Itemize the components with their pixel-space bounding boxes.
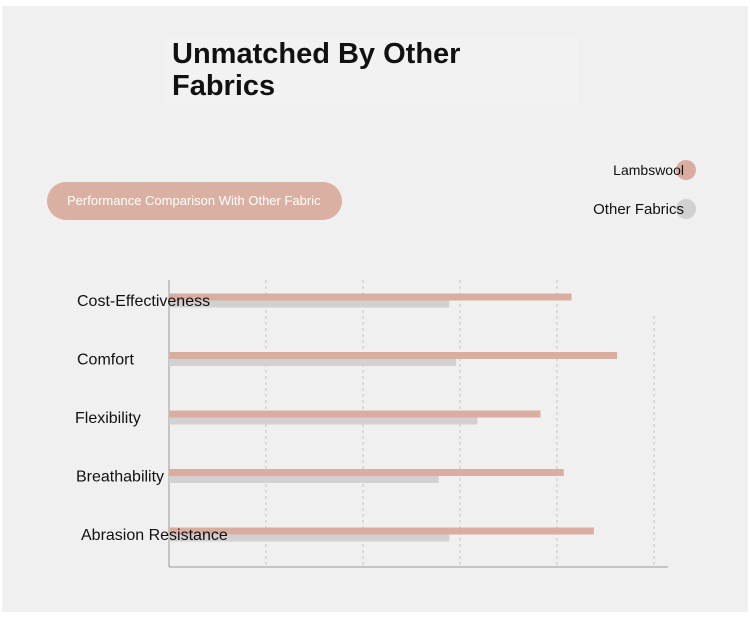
title-backdrop bbox=[164, 38, 578, 104]
bar-other-fabrics bbox=[169, 359, 457, 366]
bar-other-fabrics bbox=[169, 476, 439, 483]
bar-lambswool bbox=[169, 469, 564, 476]
bar-other-fabrics bbox=[169, 417, 478, 425]
bar-other-fabrics bbox=[169, 300, 450, 308]
legend-label-lambswool: Lambswool bbox=[613, 162, 684, 178]
bar-lambswool bbox=[169, 352, 618, 359]
category-label: Abrasion Resistance bbox=[81, 527, 228, 544]
bar-lambswool bbox=[169, 293, 572, 301]
bar-lambswool bbox=[169, 527, 594, 535]
legend-item-lambswool: Lambswool bbox=[613, 160, 696, 180]
legend-swatch-lambswool bbox=[676, 160, 696, 180]
bar-lambswool bbox=[169, 410, 541, 418]
bar-other-fabrics bbox=[169, 534, 450, 542]
legend-label-other-fabrics: Other Fabrics bbox=[593, 200, 684, 218]
category-label: Comfort bbox=[77, 352, 134, 369]
legend-item-other-fabrics: Other Fabrics bbox=[593, 199, 696, 219]
page-title: Unmatched By Other Fabrics bbox=[172, 38, 461, 102]
legend-swatch-other-fabrics bbox=[676, 199, 696, 219]
category-label: Flexibility bbox=[75, 410, 141, 427]
performance-comparison-badge: Performance Comparison With Other Fabric bbox=[47, 182, 342, 220]
category-label: Breathability bbox=[76, 469, 164, 486]
category-label: Cost-Effectiveness bbox=[77, 293, 210, 310]
chart-panel bbox=[2, 6, 748, 612]
